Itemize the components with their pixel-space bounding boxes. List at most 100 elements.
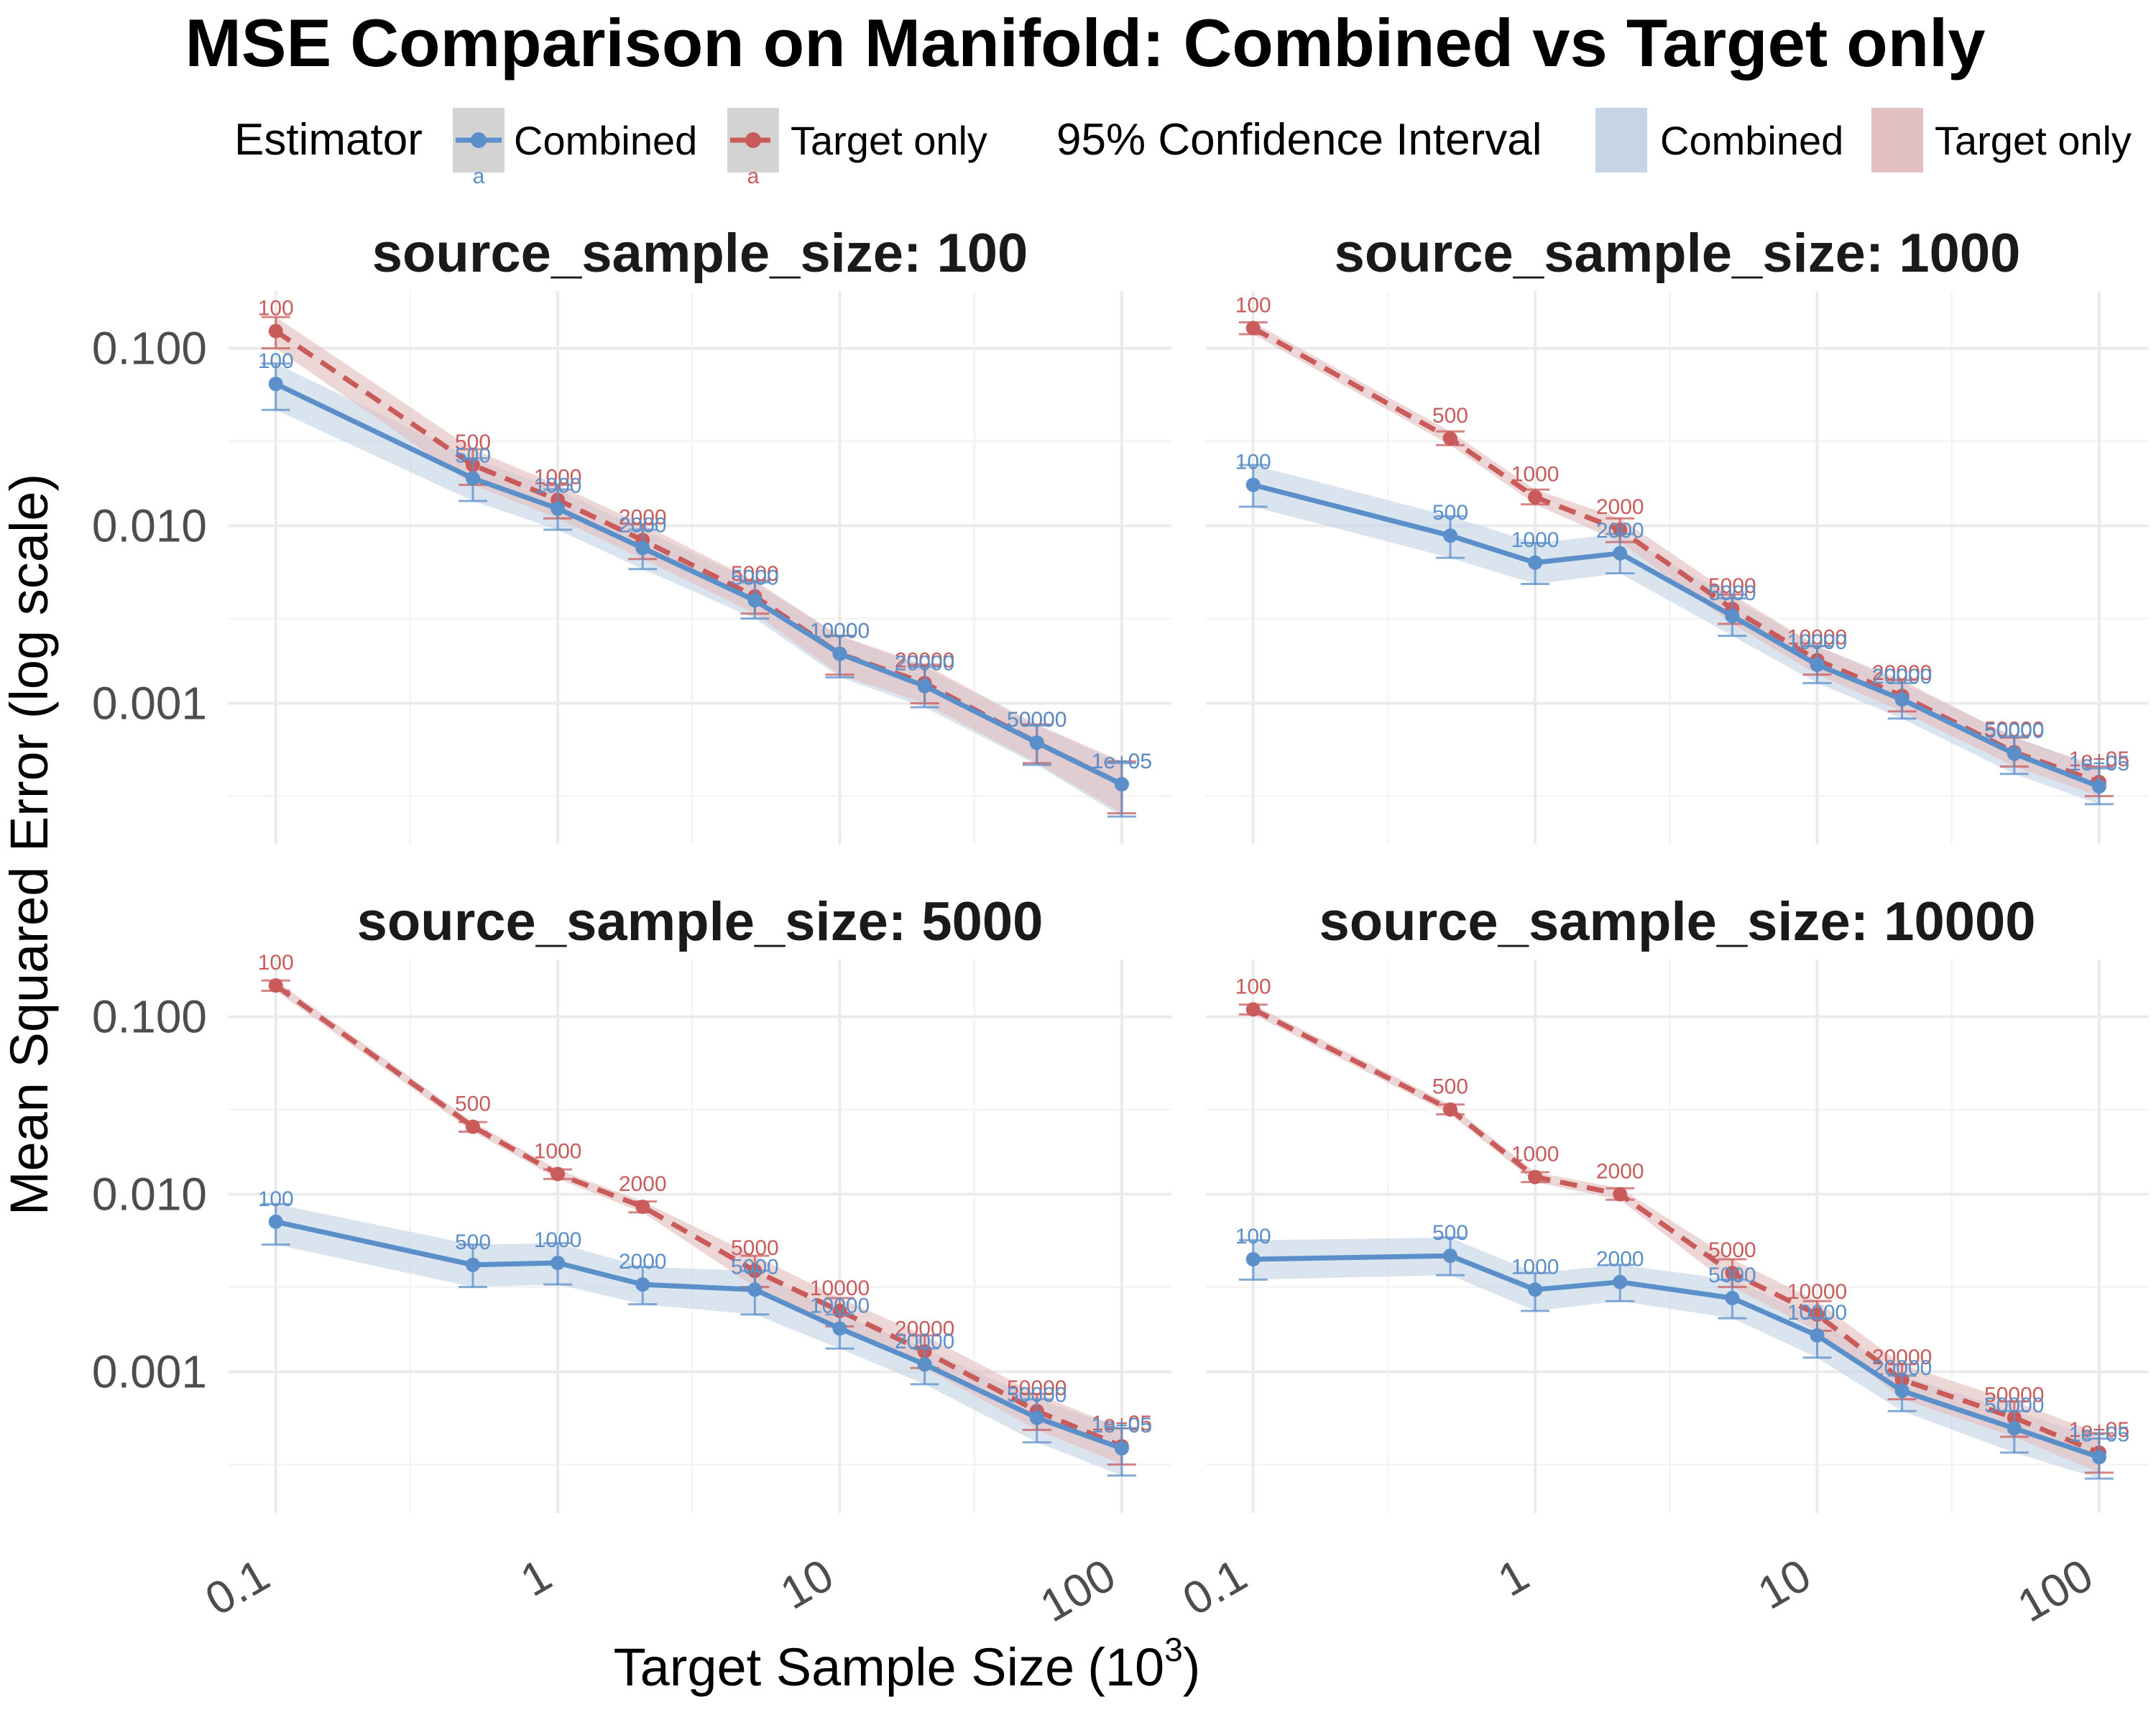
data-point-combined bbox=[268, 377, 283, 392]
data-point-combined bbox=[465, 471, 480, 486]
data-label-combined: 10000 bbox=[1787, 1301, 1847, 1325]
data-label-combined: 2000 bbox=[619, 513, 667, 537]
data-point-target-only bbox=[1613, 1187, 1628, 1202]
data-point-combined bbox=[1810, 1328, 1825, 1343]
data-label-combined: 10000 bbox=[1787, 630, 1847, 654]
data-point-target-only bbox=[1442, 1102, 1457, 1117]
ci-ribbon-target-only bbox=[275, 980, 1122, 1465]
data-label-combined: 20000 bbox=[895, 1330, 954, 1353]
data-point-combined bbox=[1528, 555, 1543, 570]
data-label-combined: 100 bbox=[258, 349, 294, 373]
x-tick-label: 10 bbox=[772, 1549, 842, 1619]
data-point-combined bbox=[1245, 477, 1261, 492]
data-point-combined bbox=[1528, 1282, 1543, 1297]
data-point-combined bbox=[1114, 1441, 1129, 1456]
x-axis-unit-exponent: 3 bbox=[1164, 1631, 1183, 1668]
ci-ribbons bbox=[1253, 1004, 2099, 1479]
legend-key-estimator-combined: a Combined bbox=[453, 108, 697, 188]
data-label-target-only: 50000 bbox=[1984, 1384, 2044, 1407]
ci-ribbon-combined bbox=[1253, 1237, 2099, 1479]
data-label-combined: 20000 bbox=[1872, 1356, 1932, 1380]
series-combined: 100 500 1000 2000 5000 10000 20000 50000 1e+05 bbox=[258, 1187, 1152, 1477]
data-label-combined: 5000 bbox=[1708, 581, 1756, 605]
data-point-combined bbox=[550, 501, 566, 516]
data-label-combined: 100 bbox=[1235, 1225, 1271, 1248]
data-label-combined: 5000 bbox=[731, 1255, 779, 1279]
legend-label-ci-combined: Combined bbox=[1660, 118, 1843, 163]
y-tick-label: 0.100 bbox=[92, 323, 207, 374]
data-point-combined bbox=[917, 678, 932, 694]
legend-key-glyph-text: a bbox=[747, 165, 760, 188]
series-combined: 100 500 1000 2000 5000 10000 20000 50000 1e+05 bbox=[1235, 1221, 2129, 1480]
data-point-target-only bbox=[1528, 489, 1543, 505]
data-label-target-only: 100 bbox=[258, 297, 294, 321]
chart-title: MSE Comparison on Manifold: Combined vs … bbox=[185, 5, 1985, 80]
data-label-combined: 1000 bbox=[534, 474, 582, 498]
data-labels-combined: 100 500 1000 2000 5000 10000 20000 50000 1e+05 bbox=[1235, 1221, 2129, 1446]
data-label-target-only: 1000 bbox=[1511, 463, 1560, 487]
x-tick-label: 10 bbox=[1749, 1549, 1820, 1619]
data-point-combined bbox=[2091, 1450, 2106, 1465]
data-label-combined: 1e+05 bbox=[2069, 1422, 2129, 1446]
data-labels-combined: 100 500 1000 2000 5000 10000 20000 50000 1e+05 bbox=[258, 349, 1152, 773]
ci-ribbon-target-only bbox=[1253, 322, 2099, 796]
data-label-combined: 500 bbox=[455, 1230, 491, 1254]
data-label-target-only: 2000 bbox=[619, 1172, 667, 1196]
ci-ribbons bbox=[275, 980, 1122, 1476]
data-point-target-only bbox=[1528, 1169, 1543, 1184]
data-point-combined bbox=[1442, 528, 1457, 543]
ci-ribbon-combined bbox=[1253, 465, 2099, 804]
data-label-target-only: 500 bbox=[455, 1092, 491, 1116]
data-label-combined: 20000 bbox=[895, 652, 954, 676]
data-point-combined bbox=[917, 1357, 932, 1372]
y-tick-label: 0.010 bbox=[92, 1169, 207, 1220]
data-label-combined: 1e+05 bbox=[2069, 752, 2129, 776]
data-label-target-only: 2000 bbox=[1596, 1160, 1644, 1184]
panel-4: source_sample_size: 10000 0.1 1 10 100 100 500… bbox=[1174, 891, 2149, 1632]
data-point-combined bbox=[2091, 779, 2106, 794]
data-point-combined bbox=[747, 1282, 763, 1297]
data-point-combined bbox=[832, 1321, 847, 1336]
data-label-target-only: 5000 bbox=[1708, 1238, 1756, 1262]
ci-ribbons bbox=[275, 317, 1122, 817]
error-bars-combined bbox=[1238, 464, 2114, 806]
legend-key-estimator-target-only: a Target only bbox=[727, 108, 987, 188]
data-label-target-only: 1000 bbox=[534, 465, 582, 489]
x-axis-title-text: Target Sample Size bbox=[614, 1637, 1075, 1697]
data-label-target-only: 100 bbox=[1235, 293, 1271, 317]
data-label-target-only: 500 bbox=[455, 431, 491, 454]
data-label-combined: 5000 bbox=[1708, 1264, 1756, 1287]
data-point-combined bbox=[1810, 657, 1825, 672]
data-point-combined bbox=[2007, 1421, 2022, 1436]
data-point-combined bbox=[747, 593, 763, 608]
data-label-combined: 20000 bbox=[1872, 665, 1932, 689]
data-label-combined: 10000 bbox=[810, 1294, 870, 1317]
ci-ribbon-target-only bbox=[275, 317, 1122, 814]
data-label-combined: 50000 bbox=[1984, 1394, 2044, 1417]
ci-ribbon-target-only bbox=[1253, 1004, 2099, 1473]
data-label-combined: 500 bbox=[1432, 1221, 1468, 1245]
legend: Estimator 95% Confidence Interval a Combi… bbox=[234, 108, 2132, 188]
y-tick-labels: 0.001 0.010 0.100 bbox=[92, 323, 207, 730]
panel-title: source_sample_size: 10000 bbox=[1319, 891, 2035, 952]
data-label-target-only: 20000 bbox=[1872, 661, 1932, 685]
panel-title: source_sample_size: 100 bbox=[372, 223, 1028, 284]
data-label-target-only: 100 bbox=[1235, 975, 1271, 998]
panel-title: source_sample_size: 1000 bbox=[1335, 223, 2021, 284]
data-label-combined: 100 bbox=[1235, 451, 1271, 474]
x-tick-label: 0.1 bbox=[197, 1549, 278, 1626]
data-point-combined bbox=[268, 1214, 283, 1229]
data-label-target-only: 100 bbox=[258, 951, 294, 975]
data-label-combined: 5000 bbox=[731, 566, 779, 589]
data-point-target-only bbox=[635, 1199, 650, 1214]
legend-ci-title: 95% Confidence Interval bbox=[1056, 115, 1542, 165]
data-point-combined bbox=[1029, 735, 1044, 750]
data-label-combined: 50000 bbox=[1984, 719, 2044, 743]
data-label-target-only: 1000 bbox=[1511, 1143, 1560, 1167]
data-labels-combined: 100 500 1000 2000 5000 10000 20000 50000 1e+05 bbox=[258, 1187, 1152, 1438]
